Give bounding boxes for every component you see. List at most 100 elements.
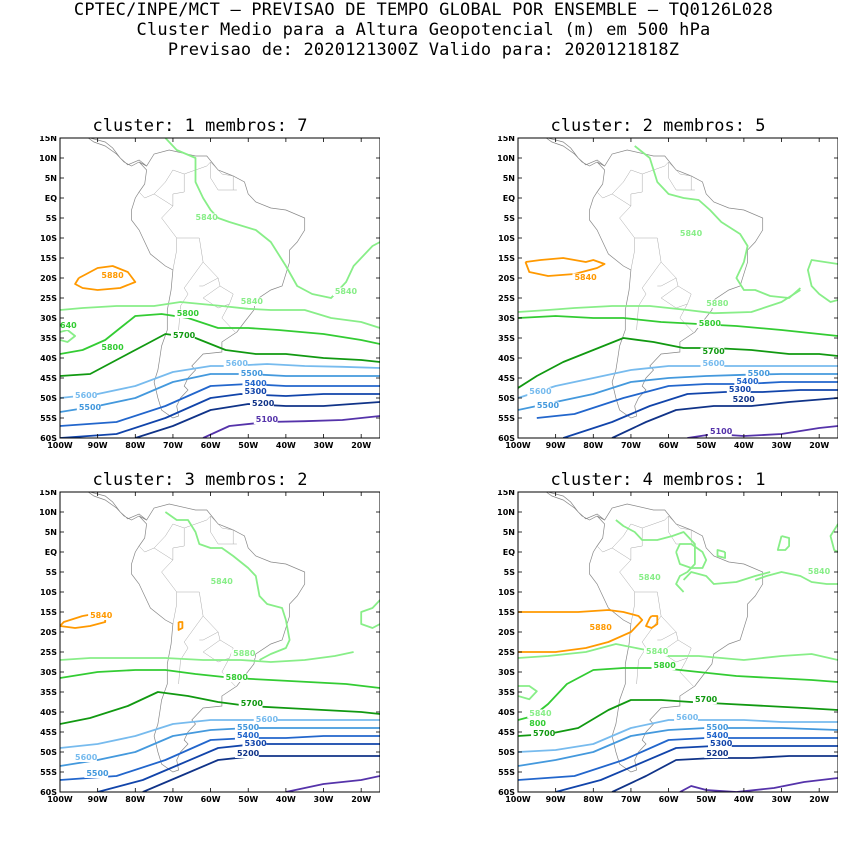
contour-label: 5840 [638, 573, 661, 582]
lon-tick-label: 50W [238, 795, 258, 804]
contour-5840 [682, 571, 771, 585]
contour-label: 5840 [335, 287, 358, 296]
contour-5840 [518, 685, 538, 701]
lat-tick-label: 55S [40, 414, 57, 423]
contour-5840 [754, 571, 838, 585]
lat-tick-label: 55S [40, 768, 57, 777]
map-frame [517, 491, 838, 793]
lon-tick-label: 80W [125, 441, 145, 450]
lat-tick-label: 45S [40, 728, 57, 737]
title-line-1: CPTEC/INPE/MCT — PREVISAO DE TEMPO GLOBA… [73, 0, 774, 20]
lon-tick-label: 40W [734, 441, 754, 450]
lat-tick-label: 10N [39, 154, 57, 163]
lat-tick-label: 10S [40, 234, 57, 243]
contour-label: 5800 [177, 309, 200, 318]
contour-5600 [518, 719, 838, 753]
country-border [138, 545, 174, 561]
contour-label: 5840 [646, 647, 669, 656]
contour-label: 5800 [101, 343, 124, 352]
contour-label: 800 [529, 719, 546, 728]
lat-tick-label: 10S [40, 588, 57, 597]
lon-tick-label: 60W [201, 795, 221, 804]
lon-tick-label: 20W [809, 441, 829, 450]
lat-tick-label: 10N [39, 508, 57, 517]
lon-tick-label: 60W [659, 441, 679, 450]
contour-label: 5700 [241, 699, 264, 708]
contour-label: 5840 [680, 229, 703, 238]
lon-tick-label: 40W [734, 795, 754, 804]
country-border [660, 285, 688, 309]
lat-tick-label: 50S [498, 394, 515, 403]
country-border [153, 169, 185, 195]
contour-label: 5700 [173, 331, 196, 340]
lat-tick-label: 10N [497, 508, 515, 517]
lat-tick-label: 15S [40, 254, 57, 263]
panel-title: cluster: 2 membros: 5 [550, 116, 766, 136]
lon-tick-label: 30W [772, 795, 792, 804]
map-frame [517, 137, 838, 439]
contour-label: 5800 [226, 673, 249, 682]
contour-label: 5600 [676, 713, 699, 722]
lat-tick-label: 25S [40, 648, 57, 657]
lat-tick-label: 5S [46, 214, 58, 223]
country-border [611, 523, 643, 549]
contour-5880 [645, 615, 659, 629]
contour-5200 [135, 401, 380, 438]
lon-tick-label: 70W [163, 441, 183, 450]
country-border [636, 261, 662, 331]
lon-tick-label: 100W [505, 795, 531, 804]
contour-5600 [60, 363, 380, 399]
contour-5840 [518, 289, 801, 315]
country-border [657, 631, 677, 641]
country-border [138, 191, 174, 207]
lon-tick-label: 100W [47, 795, 73, 804]
lat-tick-label: 60S [498, 434, 515, 443]
lat-tick-label: 5S [504, 214, 516, 223]
lon-tick-label: 20W [809, 795, 829, 804]
contour-5800 [60, 669, 380, 689]
contour-5840 [807, 259, 838, 303]
lon-tick-label: 60W [659, 795, 679, 804]
map-canvas: 5840588058405800570056005500540053005200… [497, 136, 838, 450]
lat-tick-label: 15S [40, 608, 57, 617]
country-border [210, 162, 237, 191]
lon-tick-label: 20W [351, 795, 371, 804]
lat-tick-label: 30S [40, 314, 57, 323]
contour-label: 5500 [79, 403, 102, 412]
panel-title: cluster: 1 membros: 7 [92, 116, 308, 136]
contour-5840 [518, 643, 838, 661]
lat-tick-label: 5S [46, 568, 58, 577]
contour-5840 [60, 301, 380, 329]
map-frame [59, 491, 380, 793]
contour-label: 640 [60, 321, 77, 330]
lat-tick-label: 10S [498, 588, 515, 597]
central-america-coastline [544, 138, 605, 167]
lat-tick-label: 50S [498, 748, 515, 757]
contour-label: 5100 [256, 415, 279, 424]
lat-tick-label: 5N [45, 528, 57, 537]
contour-5300 [97, 743, 380, 792]
lat-tick-label: 35S [40, 334, 57, 343]
country-border [199, 277, 219, 287]
contour-label: 5840 [241, 297, 264, 306]
map-panel-cluster-3: cluster: 3 membros: 2 5840 5880 5840 5800 57… [20, 470, 380, 860]
lon-tick-label: 50W [696, 795, 716, 804]
contour-5840 [716, 549, 726, 559]
contour-label: 5840 [808, 567, 831, 576]
lat-tick-label: 55S [498, 414, 515, 423]
lon-tick-label: 30W [314, 795, 334, 804]
contour-label: 5400 [244, 379, 267, 388]
country-border [619, 161, 692, 239]
contour-5840 [634, 145, 801, 299]
title-line-3: Previsao de: 2020121300Z Valido para: 20… [167, 40, 680, 60]
lat-tick-label: EQ [45, 548, 57, 557]
lon-tick-label: 30W [772, 441, 792, 450]
contour-label: 5700 [695, 695, 718, 704]
contour-5880 [518, 609, 644, 653]
lon-tick-label: 40W [276, 795, 296, 804]
contour-label: 5880 [706, 299, 729, 308]
contour-label: 5600 [75, 753, 98, 762]
lat-tick-label: 60S [40, 434, 57, 443]
lat-tick-label: 5N [45, 174, 57, 183]
lon-tick-label: 80W [125, 795, 145, 804]
